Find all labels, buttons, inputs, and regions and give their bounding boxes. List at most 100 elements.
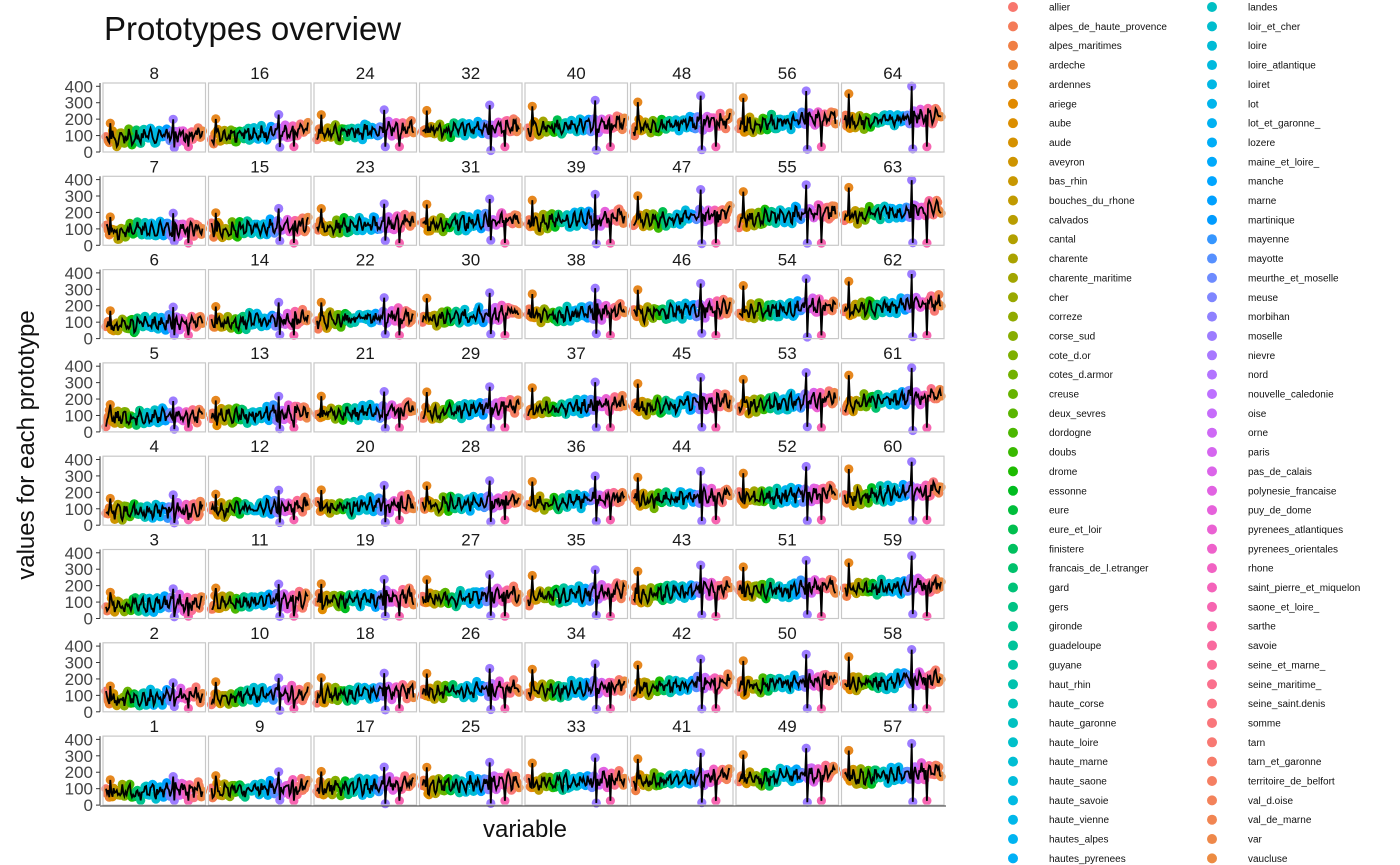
prototype-panel-55: 55 xyxy=(734,157,841,248)
panel-label: 11 xyxy=(251,531,269,550)
panel-border xyxy=(102,175,207,246)
prototype-panel-8: 8 xyxy=(101,64,208,153)
y-tick-label: 300 xyxy=(65,374,93,393)
panel-label: 22 xyxy=(356,251,375,270)
panel-points xyxy=(628,560,735,621)
prototype-panel-37: 37 xyxy=(523,344,630,433)
y-tick-label: 200 xyxy=(65,483,93,502)
prototype-panel-46: 46 xyxy=(628,251,735,340)
prototype-panel-22: 22 xyxy=(312,251,419,340)
panel-label: 64 xyxy=(883,64,902,83)
prototype-panel-15: 15 xyxy=(206,157,313,248)
panel-border xyxy=(102,82,207,153)
y-tick-label: 0 xyxy=(84,703,93,722)
panel-border xyxy=(418,175,523,246)
panel-points xyxy=(206,110,313,152)
panel-label: 2 xyxy=(150,624,159,643)
panel-label: 43 xyxy=(672,531,691,550)
y-tick-label: 0 xyxy=(84,236,93,255)
panel-label: 14 xyxy=(250,251,269,270)
panel-label: 48 xyxy=(672,64,691,83)
panel-label: 55 xyxy=(778,157,797,176)
panel-border xyxy=(629,82,734,153)
y-tick-label: 400 xyxy=(65,171,93,190)
prototype-line xyxy=(422,105,520,151)
panel-points xyxy=(734,461,841,526)
prototype-line xyxy=(738,560,837,617)
panel-label: 36 xyxy=(567,437,586,456)
y-tick-label: 400 xyxy=(65,77,93,96)
prototype-line xyxy=(527,100,626,151)
panel-label: 10 xyxy=(250,624,269,643)
prototype-line xyxy=(843,86,942,149)
prototype-panel-4: 4 xyxy=(101,437,208,528)
prototype-panel-7: 7 xyxy=(101,157,208,248)
panel-points xyxy=(206,485,313,528)
panel-border xyxy=(313,82,418,153)
prototype-line xyxy=(632,95,731,150)
panel-label: 40 xyxy=(567,64,586,83)
y-tick-label: 200 xyxy=(65,110,93,129)
panel-label: 16 xyxy=(250,64,269,83)
y-tick-label: 300 xyxy=(65,280,93,299)
prototype-panel-51: 51 xyxy=(734,531,841,621)
y-tick-label: 0 xyxy=(84,330,93,349)
prototype-panel-52: 52 xyxy=(734,437,841,526)
prototype-panel-19: 19 xyxy=(312,531,419,621)
prototype-panel-35: 35 xyxy=(523,531,630,621)
prototype-panel-59: 59 xyxy=(839,531,946,621)
y-tick-label: 100 xyxy=(65,127,93,146)
panel-label: 18 xyxy=(356,624,375,643)
prototype-panel-62: 62 xyxy=(839,251,946,342)
prototype-line xyxy=(210,114,309,148)
panel-label: 27 xyxy=(461,531,480,550)
prototype-panel-39: 39 xyxy=(523,157,630,249)
y-tick-label: 300 xyxy=(65,94,93,113)
prototype-panel-24: 24 xyxy=(312,64,419,153)
panel-label: 52 xyxy=(778,437,797,456)
prototype-panel-6: 6 xyxy=(101,251,208,340)
prototype-panel-38: 38 xyxy=(523,251,630,340)
panel-label: 46 xyxy=(672,251,691,270)
prototype-panel-13: 13 xyxy=(206,344,313,434)
panel-label: 4 xyxy=(150,437,159,456)
y-tick-label: 100 xyxy=(65,500,93,519)
panel-label: 31 xyxy=(461,157,480,176)
prototype-panel-64: 64 xyxy=(839,64,946,154)
prototype-panel-44: 44 xyxy=(628,437,735,526)
panel-border xyxy=(524,82,629,153)
prototype-panel-5: 5 xyxy=(101,344,208,434)
y-tick-label: 300 xyxy=(65,560,93,579)
panel-label: 30 xyxy=(461,251,480,270)
panel-label: 63 xyxy=(883,157,902,176)
panel-label: 12 xyxy=(250,437,269,456)
y-tick-label: 400 xyxy=(65,544,93,563)
prototype-line xyxy=(843,461,942,521)
prototype-line xyxy=(105,119,204,150)
panel-label: 26 xyxy=(461,624,480,643)
y-tick-label: 100 xyxy=(65,313,93,332)
panel-border xyxy=(524,175,629,246)
prototype-panel-45: 45 xyxy=(628,344,735,433)
prototype-panel-20: 20 xyxy=(312,437,419,527)
panel-border xyxy=(313,548,418,620)
panel-label: 6 xyxy=(150,251,159,270)
panel-label: 28 xyxy=(461,437,480,456)
prototype-panel-16: 16 xyxy=(206,64,313,153)
panel-label: 37 xyxy=(567,344,586,363)
panel-label: 44 xyxy=(672,437,691,456)
panel-label: 3 xyxy=(150,531,159,550)
prototype-panel-36: 36 xyxy=(523,437,630,527)
y-tick-label: 0 xyxy=(84,516,93,535)
prototype-panel-48: 48 xyxy=(628,64,735,155)
prototype-panel-31: 31 xyxy=(417,157,524,248)
panel-label: 5 xyxy=(150,344,159,363)
prototype-panel-23: 23 xyxy=(312,157,419,248)
panel-label: 38 xyxy=(567,251,586,270)
panel-label: 29 xyxy=(461,344,480,363)
panel-border xyxy=(840,82,945,153)
